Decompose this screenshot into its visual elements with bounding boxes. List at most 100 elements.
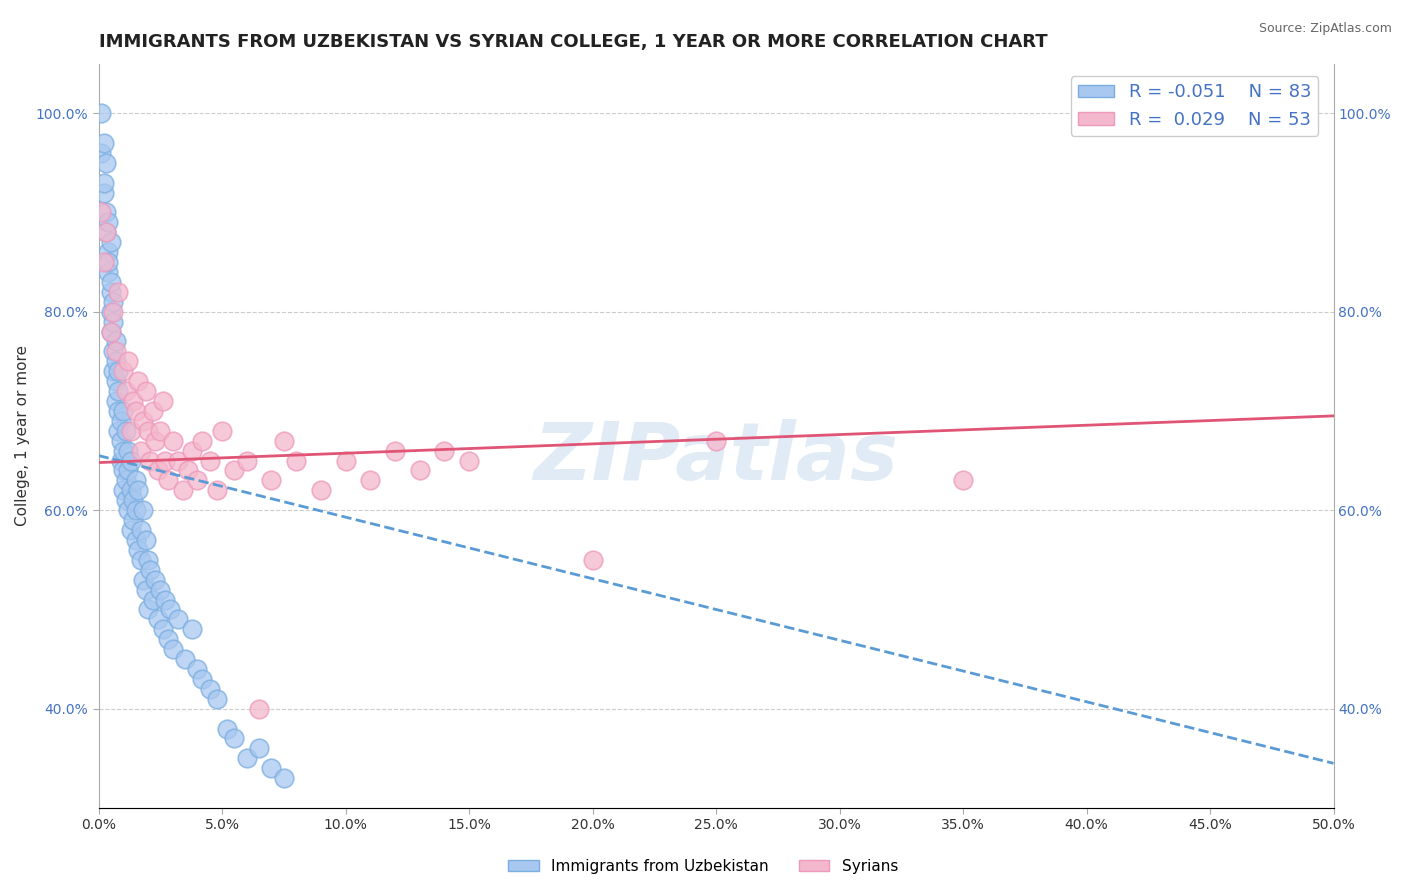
Legend: R = -0.051    N = 83, R =  0.029    N = 53: R = -0.051 N = 83, R = 0.029 N = 53 <box>1071 76 1319 136</box>
Point <box>100 304 122 318</box>
Point <box>224 731 246 746</box>
Point <box>122 513 145 527</box>
Point <box>142 404 165 418</box>
Point <box>100 275 122 289</box>
Point <box>104 334 127 349</box>
Point <box>952 474 974 488</box>
Point <box>129 443 152 458</box>
Point <box>100 235 122 250</box>
Point <box>93 255 115 269</box>
Point <box>112 483 135 498</box>
Point <box>107 404 129 418</box>
Point <box>104 374 127 388</box>
Point <box>117 503 139 517</box>
Point <box>127 542 149 557</box>
Point <box>156 632 179 647</box>
Point <box>260 761 283 775</box>
Point <box>191 434 214 448</box>
Point <box>107 424 129 438</box>
Point <box>176 463 198 477</box>
Point <box>129 523 152 537</box>
Text: Source: ZipAtlas.com: Source: ZipAtlas.com <box>1258 22 1392 36</box>
Point <box>135 533 157 547</box>
Point <box>247 741 270 756</box>
Point <box>90 106 112 120</box>
Point <box>260 474 283 488</box>
Point <box>97 265 120 279</box>
Point <box>191 672 214 686</box>
Point <box>135 582 157 597</box>
Point <box>107 285 129 299</box>
Point <box>114 424 136 438</box>
Point <box>107 364 129 378</box>
Point <box>146 612 169 626</box>
Point <box>94 155 117 169</box>
Point <box>124 503 146 517</box>
Point <box>124 474 146 488</box>
Point <box>408 463 430 477</box>
Point <box>139 453 162 467</box>
Point <box>103 315 125 329</box>
Point <box>159 602 181 616</box>
Point <box>359 474 381 488</box>
Point <box>127 374 149 388</box>
Point <box>114 493 136 508</box>
Point <box>198 453 221 467</box>
Point <box>122 493 145 508</box>
Point <box>103 344 125 359</box>
Point <box>285 453 308 467</box>
Y-axis label: College, 1 year or more: College, 1 year or more <box>15 345 30 526</box>
Point <box>172 483 194 498</box>
Point <box>142 592 165 607</box>
Point <box>162 642 184 657</box>
Point <box>107 384 129 398</box>
Point <box>100 285 122 299</box>
Point <box>112 443 135 458</box>
Point <box>104 354 127 368</box>
Point <box>384 443 406 458</box>
Point <box>132 414 155 428</box>
Point <box>100 325 122 339</box>
Point <box>152 623 174 637</box>
Point <box>181 623 204 637</box>
Point <box>247 702 270 716</box>
Point <box>94 205 117 219</box>
Point <box>112 463 135 477</box>
Point <box>162 434 184 448</box>
Point <box>581 553 603 567</box>
Point <box>181 443 204 458</box>
Point <box>93 176 115 190</box>
Point <box>224 463 246 477</box>
Point <box>152 394 174 409</box>
Point <box>309 483 332 498</box>
Point <box>145 573 167 587</box>
Point <box>112 404 135 418</box>
Point <box>211 424 233 438</box>
Point <box>155 453 177 467</box>
Point <box>103 294 125 309</box>
Point <box>90 145 112 160</box>
Point <box>97 255 120 269</box>
Point <box>120 523 142 537</box>
Point <box>120 453 142 467</box>
Point <box>120 424 142 438</box>
Point <box>205 691 228 706</box>
Point <box>335 453 357 467</box>
Point <box>103 304 125 318</box>
Point <box>139 563 162 577</box>
Legend: Immigrants from Uzbekistan, Syrians: Immigrants from Uzbekistan, Syrians <box>502 853 904 880</box>
Text: IMMIGRANTS FROM UZBEKISTAN VS SYRIAN COLLEGE, 1 YEAR OR MORE CORRELATION CHART: IMMIGRANTS FROM UZBEKISTAN VS SYRIAN COL… <box>98 33 1047 51</box>
Point <box>100 325 122 339</box>
Point <box>149 424 172 438</box>
Point <box>146 463 169 477</box>
Point <box>273 771 295 785</box>
Point <box>114 384 136 398</box>
Point <box>136 553 159 567</box>
Point <box>198 681 221 696</box>
Point <box>93 186 115 200</box>
Point <box>97 215 120 229</box>
Point <box>117 463 139 477</box>
Point <box>273 434 295 448</box>
Point <box>135 384 157 398</box>
Point <box>117 443 139 458</box>
